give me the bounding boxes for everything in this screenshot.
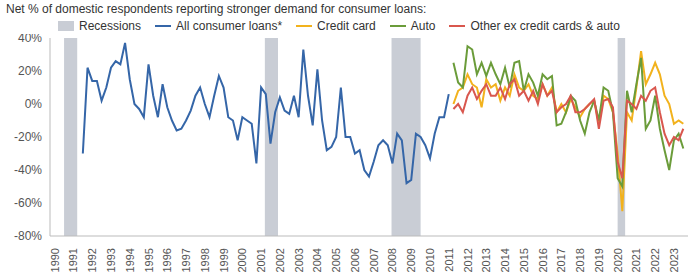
svg-text:2015: 2015 xyxy=(518,248,530,272)
svg-text:2016: 2016 xyxy=(537,248,549,272)
svg-text:1996: 1996 xyxy=(161,248,173,272)
svg-text:1995: 1995 xyxy=(143,248,155,272)
svg-text:2023: 2023 xyxy=(668,248,680,272)
svg-text:2011: 2011 xyxy=(443,248,455,272)
html-text:Recessions: Recessions xyxy=(79,19,141,33)
svg-text:2022: 2022 xyxy=(649,248,661,272)
svg-text:1991: 1991 xyxy=(67,248,79,272)
svg-text:2012: 2012 xyxy=(462,248,474,272)
svg-text:2006: 2006 xyxy=(349,248,361,272)
svg-text:2020: 2020 xyxy=(612,248,624,272)
svg-text:2017: 2017 xyxy=(555,248,567,272)
svg-text:2009: 2009 xyxy=(405,248,417,272)
svg-text:2004: 2004 xyxy=(311,248,323,272)
html-text:Other ex credit cards & auto: Other ex credit cards & auto xyxy=(470,19,620,33)
svg-text:1999: 1999 xyxy=(218,248,230,272)
svg-text:2021: 2021 xyxy=(630,248,642,272)
html-text:Net % of domestic respondents: Net % of domestic respondents reporting … xyxy=(6,2,427,16)
svg-text:2000: 2000 xyxy=(236,248,248,272)
svg-text:2002: 2002 xyxy=(274,248,286,272)
svg-text:2019: 2019 xyxy=(593,248,605,272)
svg-text:2010: 2010 xyxy=(424,248,436,272)
svg-text:2014: 2014 xyxy=(499,248,511,272)
svg-text:20%: 20% xyxy=(18,64,42,78)
svg-text:2001: 2001 xyxy=(255,248,267,272)
svg-text:0%: 0% xyxy=(25,97,43,111)
html-text:Credit card: Credit card xyxy=(317,19,376,33)
svg-text:2005: 2005 xyxy=(330,248,342,272)
html-text:Auto: Auto xyxy=(410,19,436,33)
svg-text:1997: 1997 xyxy=(180,248,192,272)
svg-text:1992: 1992 xyxy=(86,248,98,272)
svg-text:1994: 1994 xyxy=(124,248,136,272)
svg-text:1993: 1993 xyxy=(105,248,117,272)
svg-text:1990: 1990 xyxy=(49,248,61,272)
svg-text:2007: 2007 xyxy=(368,248,380,272)
html-text:All consumer loans*: All consumer loans* xyxy=(176,19,283,33)
svg-text:2013: 2013 xyxy=(480,248,492,272)
svg-text:-40%: -40% xyxy=(14,163,42,177)
svg-text:-60%: -60% xyxy=(14,196,42,210)
svg-text:2003: 2003 xyxy=(293,248,305,272)
svg-text:-80%: -80% xyxy=(14,229,42,243)
svg-text:2018: 2018 xyxy=(574,248,586,272)
svg-text:40%: 40% xyxy=(18,34,42,45)
svg-text:1998: 1998 xyxy=(199,248,211,272)
svg-text:2008: 2008 xyxy=(386,248,398,272)
svg-text:-20%: -20% xyxy=(14,130,42,144)
